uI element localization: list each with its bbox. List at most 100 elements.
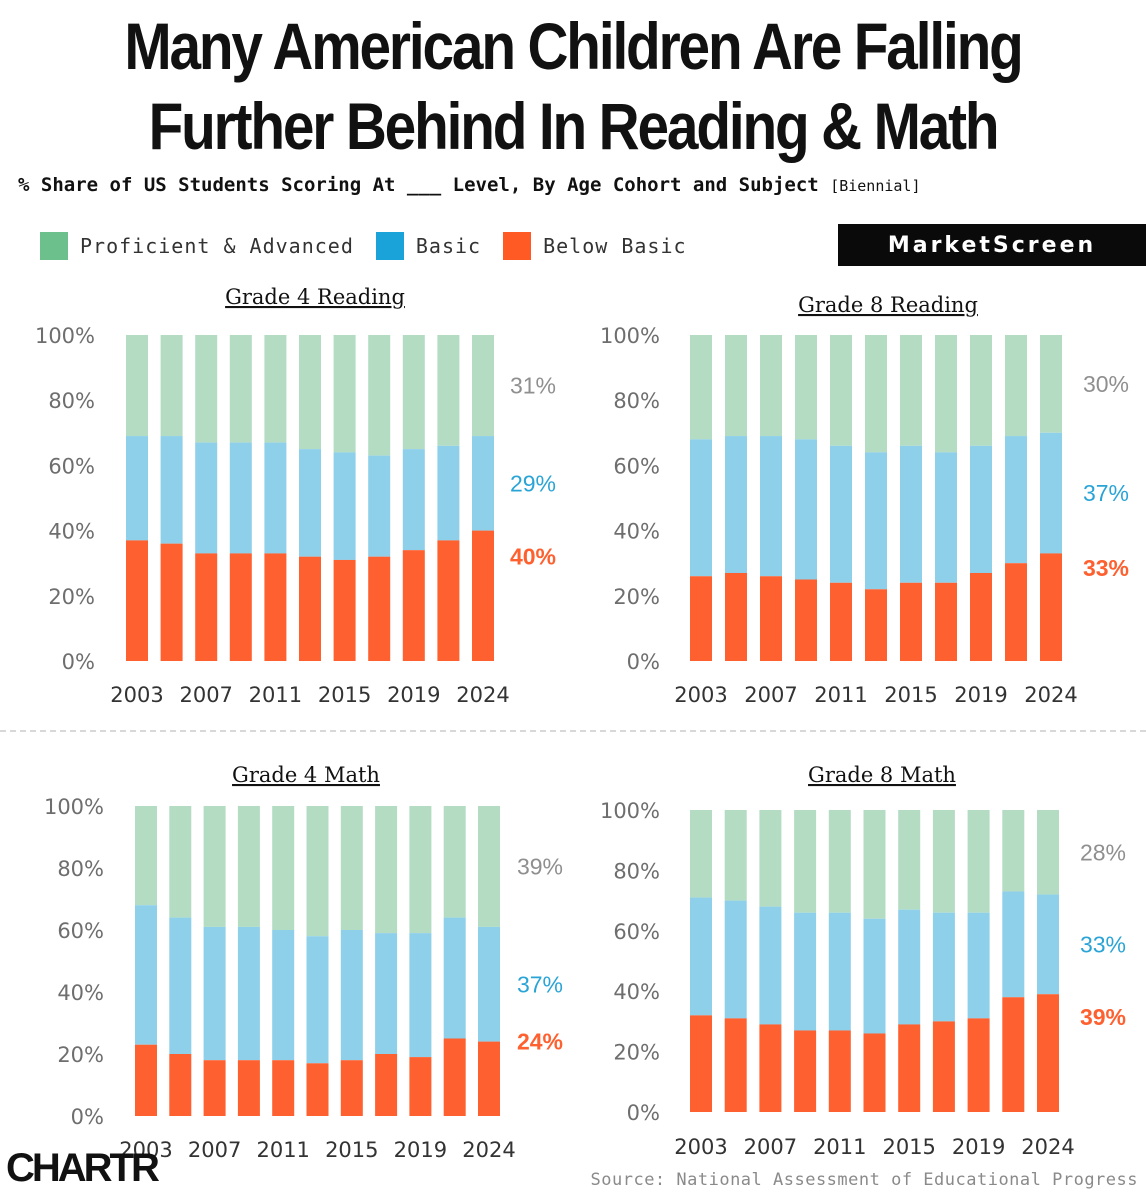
legend-label-proficient: Proficient & Advanced — [80, 234, 354, 258]
bar-grade-8-math-2015-proficient — [898, 810, 921, 910]
bar-grade-8-reading-2003-below-basic — [690, 576, 712, 661]
bar-grade-8-math-2024-proficient — [1037, 810, 1059, 895]
bar-grade-4-reading-2011-basic — [264, 442, 287, 554]
bar-grade-8-reading-2013-proficient — [865, 335, 887, 453]
bar-grade-4-reading-2013-basic — [299, 449, 321, 557]
bar-grade-8-reading-2011-proficient — [830, 335, 852, 446]
bar-grade-8-reading-2011-below-basic — [830, 582, 852, 661]
bar-grade-4-math-2013-proficient — [306, 806, 329, 937]
y-tick-grade-4-reading-4: 80% — [48, 389, 95, 413]
bar-grade-8-math-2009-proficient — [794, 810, 817, 913]
bar-grade-8-reading-2015-basic — [900, 445, 922, 583]
bar-grade-4-reading-2019-below-basic — [402, 550, 425, 661]
bar-grade-4-reading-2013-proficient — [299, 335, 321, 450]
y-tick-grade-4-math-2: 40% — [57, 981, 104, 1005]
bar-grade-8-reading-2003-basic — [690, 439, 712, 577]
bar-grade-8-reading-2024-basic — [1040, 432, 1062, 554]
end-label-grade-8-math-basic: 33% — [1080, 931, 1126, 957]
bar-grade-8-reading-2022-below-basic — [1005, 563, 1027, 661]
bar-grade-8-math-2015-basic — [898, 909, 921, 1025]
bar-grade-4-reading-2019-proficient — [402, 335, 425, 450]
bar-grade-4-reading-2007-basic — [195, 442, 218, 554]
bar-grade-4-reading-2022-basic — [437, 445, 460, 541]
bar-grade-8-reading-2013-basic — [865, 452, 887, 590]
bar-grade-4-math-2011-below-basic — [272, 1060, 295, 1116]
legend-swatch-proficient — [40, 232, 68, 260]
bar-grade-8-reading-2005-basic — [725, 436, 747, 573]
bar-grade-8-reading-2007-proficient — [760, 335, 782, 437]
y-tick-grade-8-math-0: 0% — [627, 1101, 660, 1125]
y-tick-grade-4-math-1: 20% — [57, 1043, 104, 1067]
bar-grade-8-math-2024-basic — [1037, 894, 1059, 995]
bar-grade-8-math-2022-below-basic — [1002, 997, 1025, 1112]
bar-grade-8-math-2024-below-basic — [1037, 994, 1059, 1112]
subtitle-text: % Share of US Students Scoring At ___ Le… — [18, 174, 819, 196]
y-tick-grade-4-math-5: 100% — [44, 795, 104, 819]
bar-grade-4-reading-2015-proficient — [333, 335, 356, 453]
bar-grade-4-math-2022-below-basic — [443, 1038, 466, 1116]
bar-grade-4-math-2005-proficient — [169, 806, 192, 918]
bar-grade-8-math-2011-basic — [828, 912, 851, 1031]
bar-grade-4-reading-2024-basic — [472, 436, 494, 531]
y-tick-grade-8-reading-5: 100% — [600, 324, 660, 348]
bar-grade-8-reading-2017-basic — [935, 452, 957, 583]
bar-grade-8-math-2007-proficient — [759, 810, 782, 907]
bar-grade-8-reading-2019-below-basic — [970, 572, 992, 661]
bar-grade-8-math-2013-proficient — [863, 810, 886, 919]
bar-grade-4-math-2011-basic — [272, 930, 295, 1061]
bar-grade-4-math-2003-basic — [135, 905, 157, 1045]
bar-grade-4-math-2009-proficient — [237, 806, 260, 927]
bar-grade-8-math-2009-basic — [794, 912, 817, 1031]
legend: Proficient & Advanced Basic Below Basic — [40, 228, 709, 264]
x-tick-grade-8-reading-2007: 2007 — [744, 683, 797, 707]
bar-grade-8-math-2003-below-basic — [690, 1015, 712, 1112]
bar-grade-8-math-2019-proficient — [967, 810, 990, 913]
chart-title: Many American Children Are Falling Furth… — [80, 6, 1066, 166]
bar-grade-4-reading-2011-below-basic — [264, 553, 287, 661]
y-tick-grade-4-reading-3: 60% — [48, 454, 95, 478]
end-label-grade-8-math-proficient: 28% — [1080, 839, 1126, 865]
bar-grade-8-reading-2022-proficient — [1005, 335, 1027, 437]
bar-grade-4-reading-2022-proficient — [437, 335, 460, 446]
legend-label-basic: Basic — [415, 234, 482, 258]
bar-grade-4-math-2015-below-basic — [340, 1060, 363, 1116]
bar-grade-4-reading-2005-below-basic — [160, 543, 183, 661]
bar-grade-4-reading-2017-below-basic — [368, 556, 391, 661]
bar-grade-4-reading-2003-proficient — [126, 335, 148, 437]
bar-grade-8-math-2005-proficient — [724, 810, 747, 901]
x-tick-grade-4-reading-2011: 2011 — [249, 683, 302, 707]
y-tick-grade-8-math-4: 80% — [613, 859, 660, 883]
bar-grade-4-reading-2011-proficient — [264, 335, 287, 443]
bar-grade-4-math-2015-proficient — [340, 806, 363, 930]
bar-grade-8-math-2022-proficient — [1002, 810, 1025, 892]
x-tick-grade-4-reading-2015: 2015 — [318, 683, 371, 707]
y-tick-grade-8-reading-2: 40% — [613, 520, 660, 544]
y-tick-grade-4-reading-2: 40% — [48, 520, 95, 544]
y-tick-grade-8-math-3: 60% — [613, 920, 660, 944]
end-label-grade-8-math-below: 39% — [1080, 1004, 1126, 1030]
legend-swatch-basic — [375, 232, 404, 260]
bar-grade-4-math-2003-below-basic — [135, 1044, 157, 1116]
bar-grade-4-reading-2013-below-basic — [299, 556, 321, 661]
x-tick-grade-8-reading-2015: 2015 — [884, 683, 937, 707]
bar-grade-4-reading-2007-below-basic — [195, 553, 218, 661]
bar-grade-4-math-2013-below-basic — [306, 1063, 329, 1116]
bar-grade-4-math-2019-proficient — [409, 806, 432, 934]
x-tick-grade-4-reading-2024: 2024 — [456, 683, 509, 707]
bar-grade-4-reading-2017-proficient — [368, 335, 391, 456]
title-line-1: Many American Children Are Falling — [124, 9, 1023, 83]
bar-grade-4-math-2009-basic — [237, 926, 260, 1061]
bar-grade-4-math-2015-basic — [340, 930, 363, 1061]
bar-grade-8-math-2007-below-basic — [759, 1024, 782, 1112]
title-line-2: Further Behind In Reading & Math — [148, 89, 1000, 163]
bar-grade-8-reading-2003-proficient — [690, 335, 712, 440]
end-label-grade-8-reading-below: 33% — [1083, 555, 1129, 581]
bar-grade-4-math-2022-proficient — [443, 806, 466, 918]
bar-grade-4-reading-2019-basic — [402, 449, 425, 551]
legend-item-basic: Basic — [375, 232, 482, 260]
bar-grade-4-reading-2015-below-basic — [333, 559, 356, 661]
bar-grade-4-math-2019-below-basic — [409, 1057, 432, 1116]
end-label-grade-4-math-proficient: 39% — [517, 853, 563, 879]
bar-grade-8-math-2017-below-basic — [932, 1021, 955, 1112]
x-tick-grade-8-reading-2024: 2024 — [1024, 683, 1077, 707]
